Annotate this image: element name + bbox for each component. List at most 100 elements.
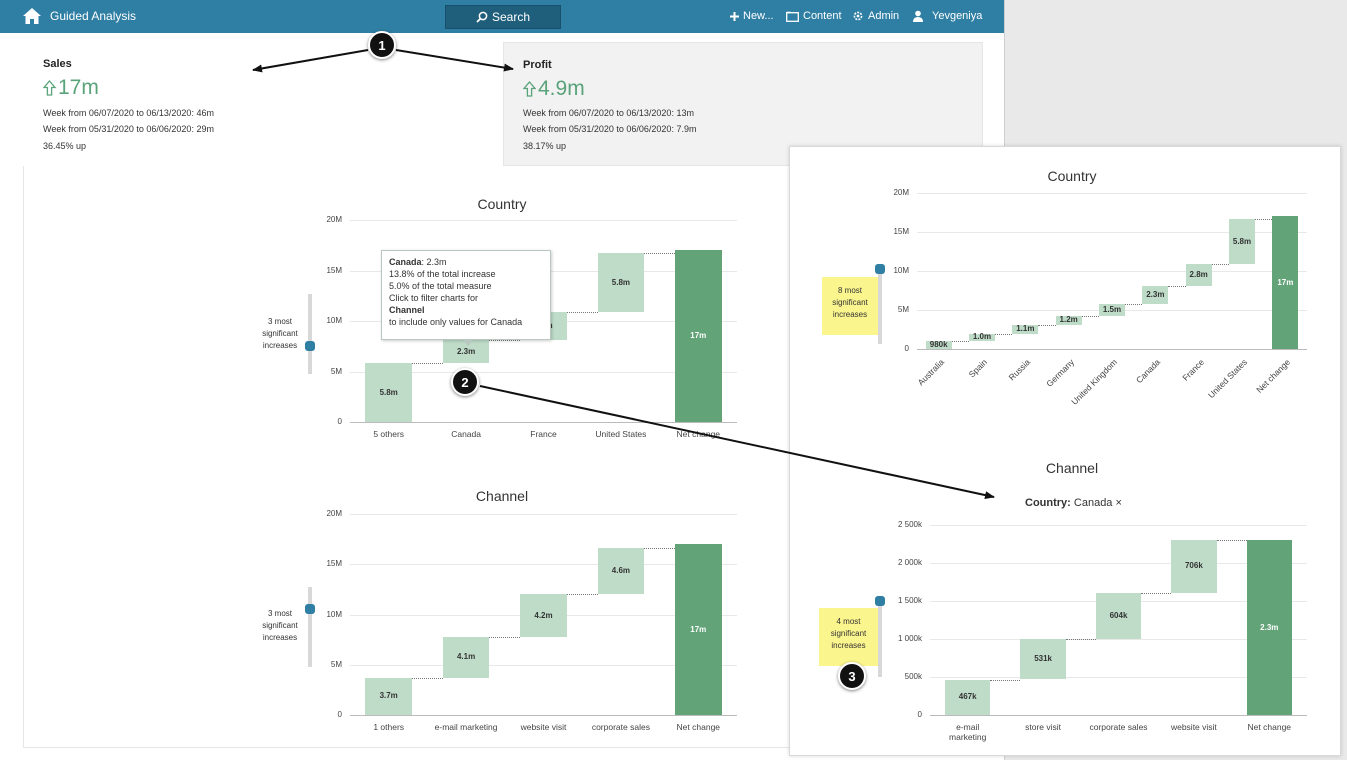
- waterfall-bar[interactable]: [945, 679, 991, 715]
- tooltip-line: 13.8% of the total increase: [389, 269, 496, 279]
- y-tick-label: 5M: [330, 367, 342, 376]
- bar-tooltip: Canada: 2.3m 13.8% of the total increase…: [381, 250, 551, 340]
- waterfall-bar[interactable]: [1095, 593, 1142, 640]
- connector-line: [1255, 218, 1273, 220]
- waterfall-bar[interactable]: [925, 341, 952, 349]
- chart-title: Country: [477, 196, 527, 212]
- y-tick-label: 1 000k: [897, 634, 922, 643]
- x-tick-label: Net change: [676, 429, 721, 439]
- data-label: 467k: [958, 692, 977, 702]
- waterfall-bar[interactable]: [1272, 216, 1299, 349]
- increase-count-slider-handle[interactable]: [305, 604, 315, 614]
- admin-menu-button[interactable]: Admin: [852, 10, 899, 22]
- connector-line: [1065, 639, 1096, 641]
- data-label: 3.7m: [379, 691, 398, 701]
- tooltip-pointer: [462, 339, 474, 346]
- connector-line: [995, 333, 1013, 335]
- waterfall-bar[interactable]: [1012, 324, 1039, 334]
- sales-kpi-card[interactable]: Sales 17m Week from 06/07/2020 to 06/13/…: [23, 42, 503, 166]
- data-label: 5.8m: [611, 277, 630, 287]
- data-label: 706k: [1184, 561, 1203, 571]
- app-title[interactable]: Guided Analysis: [50, 9, 137, 23]
- tooltip-line: Channel: [389, 304, 543, 316]
- user-label: Yevgeniya: [932, 10, 983, 22]
- kpi-change: 38.17% up: [523, 141, 567, 151]
- connector-line: [990, 679, 1021, 681]
- gridline: [917, 232, 1307, 233]
- tooltip-title: Canada: 2.3m: [389, 256, 543, 268]
- increase-count-slider-handle[interactable]: [875, 264, 885, 274]
- y-tick-label: 15M: [326, 559, 342, 568]
- increase-count-slider-handle[interactable]: [305, 341, 315, 351]
- waterfall-bar[interactable]: [1185, 264, 1212, 286]
- increase-count-slider-track[interactable]: [878, 272, 882, 344]
- waterfall-bar[interactable]: [1229, 218, 1255, 265]
- gridline: [350, 514, 737, 515]
- gridline: [930, 677, 1307, 678]
- waterfall-bar[interactable]: [1142, 285, 1169, 304]
- y-tick-label: 1 500k: [897, 596, 922, 605]
- increase-count-slider-track[interactable]: [308, 587, 312, 667]
- x-tick-label: Net change: [1247, 722, 1292, 732]
- tooltip-line: Click to filter charts for: [389, 293, 479, 303]
- x-tick-label: website visit: [1170, 722, 1217, 732]
- user-menu-button[interactable]: Yevgeniya: [912, 10, 982, 22]
- data-label: 2.8m: [1189, 270, 1208, 280]
- waterfall-bar[interactable]: [597, 253, 645, 312]
- tooltip-dimension: Channel: [389, 305, 425, 315]
- gridline: [350, 372, 737, 373]
- y-tick-label: 10M: [326, 610, 342, 619]
- gridline: [930, 563, 1307, 564]
- home-icon[interactable]: [22, 7, 42, 25]
- y-tick-label: 2 500k: [897, 520, 922, 529]
- waterfall-bar[interactable]: [1171, 539, 1217, 594]
- waterfall-bar[interactable]: [1055, 315, 1082, 325]
- increase-count-slider-track[interactable]: [878, 603, 882, 677]
- filter-remove-icon[interactable]: ×: [1115, 497, 1122, 509]
- plus-icon: [730, 11, 739, 21]
- connector-line: [644, 253, 676, 255]
- waterfall-bar[interactable]: [442, 340, 490, 364]
- y-tick-label: 15M: [326, 266, 342, 275]
- y-tick-label: 20M: [326, 215, 342, 224]
- waterfall-bar[interactable]: [675, 544, 722, 715]
- arrow-up-icon: [523, 81, 536, 97]
- y-tick-label: 20M: [893, 188, 909, 197]
- increase-count-slider-handle[interactable]: [875, 596, 885, 606]
- x-tick-label: e-mail marketing: [949, 722, 987, 742]
- callout-badge: 2: [451, 368, 479, 396]
- folder-icon: [786, 11, 799, 22]
- waterfall-bar[interactable]: [1099, 303, 1125, 316]
- x-tick-label: Canada: [451, 429, 481, 439]
- x-tick-label: corporate sales: [591, 722, 650, 732]
- connector-line: [566, 311, 598, 313]
- waterfall-bar[interactable]: [442, 636, 490, 678]
- connector-line: [566, 594, 598, 596]
- increase-count-slider-track[interactable]: [308, 294, 312, 374]
- callout-badge: 1: [368, 31, 396, 59]
- search-label: Search: [491, 10, 531, 24]
- waterfall-bar[interactable]: [969, 333, 995, 342]
- waterfall-bar[interactable]: [1246, 540, 1292, 715]
- profit-kpi-card[interactable]: Profit 4.9m Week from 06/07/2020 to 06/1…: [503, 42, 983, 166]
- x-tick-label: 1 others: [373, 722, 405, 732]
- waterfall-bar[interactable]: [365, 363, 412, 422]
- waterfall-bar[interactable]: [520, 594, 567, 637]
- content-label: Content: [803, 10, 842, 22]
- data-label: 17m: [1277, 277, 1294, 287]
- waterfall-bar[interactable]: [597, 548, 645, 595]
- kpi-title: Profit: [523, 59, 552, 71]
- user-icon: [913, 10, 923, 22]
- data-label: 604k: [1109, 611, 1128, 621]
- data-label: 2.3m: [1260, 622, 1279, 632]
- search-button[interactable]: Search: [445, 5, 561, 29]
- new-menu-button[interactable]: New...: [730, 10, 774, 22]
- content-menu-button[interactable]: Content: [786, 10, 842, 22]
- kpi-value: 4.9m: [523, 77, 585, 101]
- gridline: [930, 639, 1307, 640]
- data-label: 2.3m: [1146, 289, 1165, 299]
- waterfall-bar[interactable]: [365, 677, 412, 715]
- kpi-value-text: 17m: [58, 76, 99, 99]
- waterfall-bar[interactable]: [1020, 639, 1066, 680]
- filter-label: Country:: [1025, 497, 1071, 509]
